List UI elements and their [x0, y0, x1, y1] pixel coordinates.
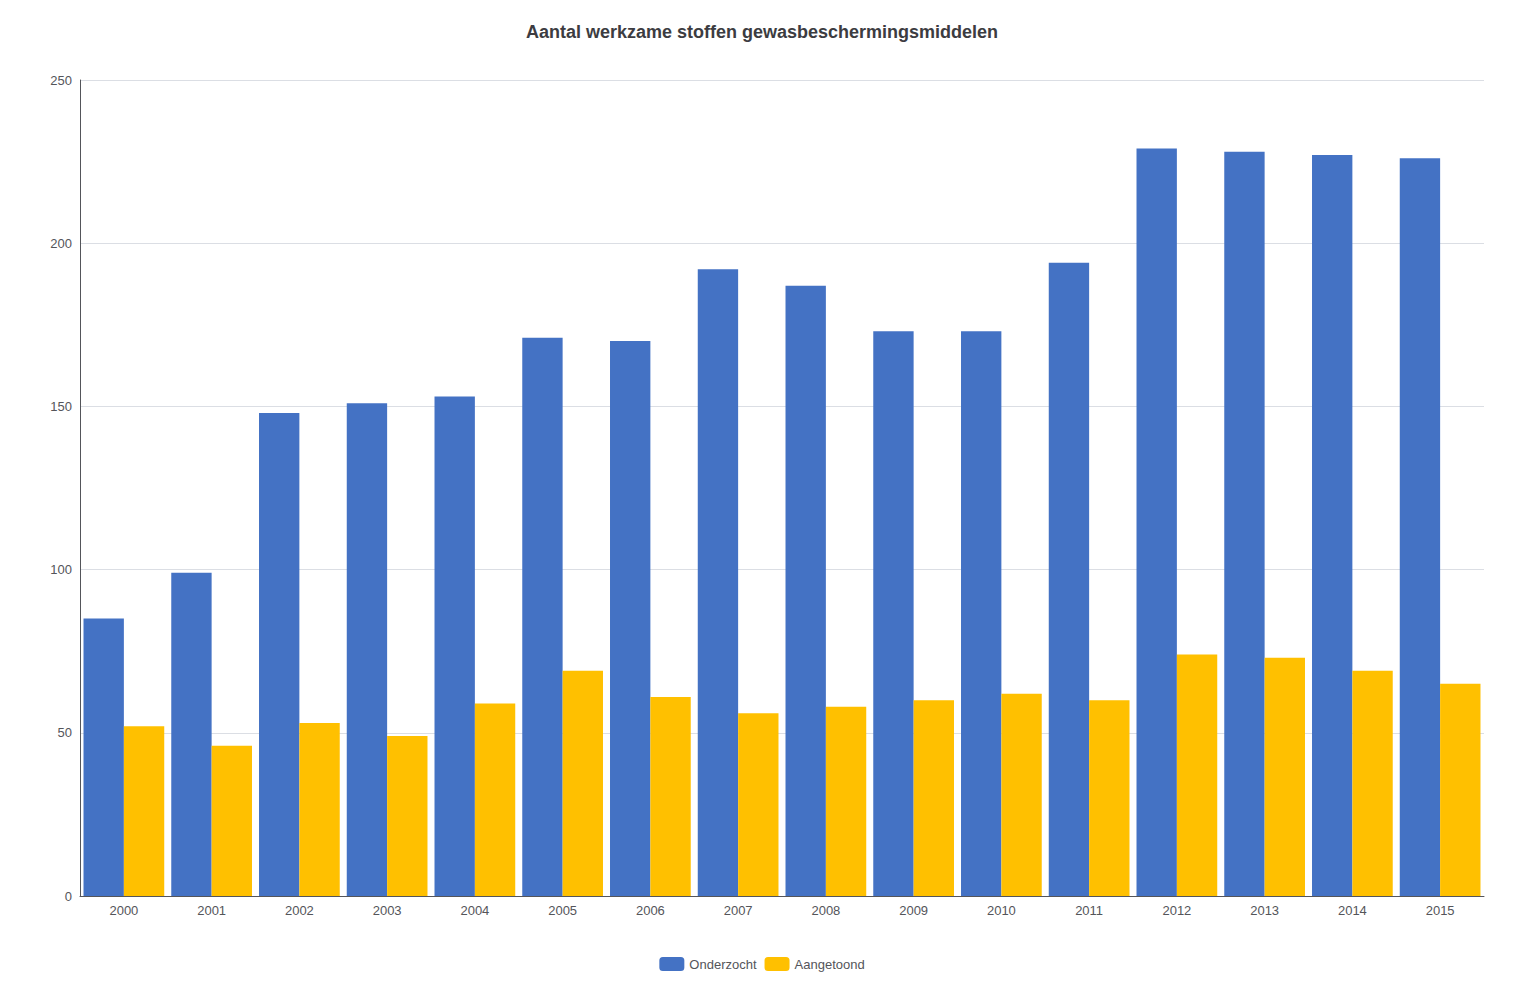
svg-text:Aantal werkzame stoffen gewasb: Aantal werkzame stoffen gewasbescherming… — [526, 22, 998, 42]
svg-text:2009: 2009 — [899, 903, 928, 918]
svg-text:2000: 2000 — [109, 903, 138, 918]
svg-text:2011: 2011 — [1075, 903, 1103, 918]
svg-text:2006: 2006 — [636, 903, 665, 918]
svg-text:2008: 2008 — [811, 903, 840, 918]
svg-text:250: 250 — [50, 73, 72, 88]
svg-text:100: 100 — [50, 562, 72, 577]
svg-text:200: 200 — [50, 236, 72, 251]
svg-text:2003: 2003 — [373, 903, 402, 918]
svg-text:50: 50 — [58, 725, 72, 740]
svg-text:2012: 2012 — [1162, 903, 1191, 918]
svg-text:0: 0 — [65, 889, 72, 904]
svg-text:Onderzocht: Onderzocht — [689, 957, 757, 972]
svg-text:2010: 2010 — [987, 903, 1016, 918]
svg-text:150: 150 — [50, 399, 72, 414]
svg-text:2015: 2015 — [1426, 903, 1455, 918]
svg-text:2004: 2004 — [460, 903, 489, 918]
svg-text:2005: 2005 — [548, 903, 577, 918]
svg-text:2007: 2007 — [724, 903, 753, 918]
svg-text:2014: 2014 — [1338, 903, 1367, 918]
svg-text:2001: 2001 — [197, 903, 226, 918]
svg-text:Aangetoond: Aangetoond — [795, 957, 865, 972]
svg-text:2002: 2002 — [285, 903, 314, 918]
svg-text:2013: 2013 — [1250, 903, 1279, 918]
